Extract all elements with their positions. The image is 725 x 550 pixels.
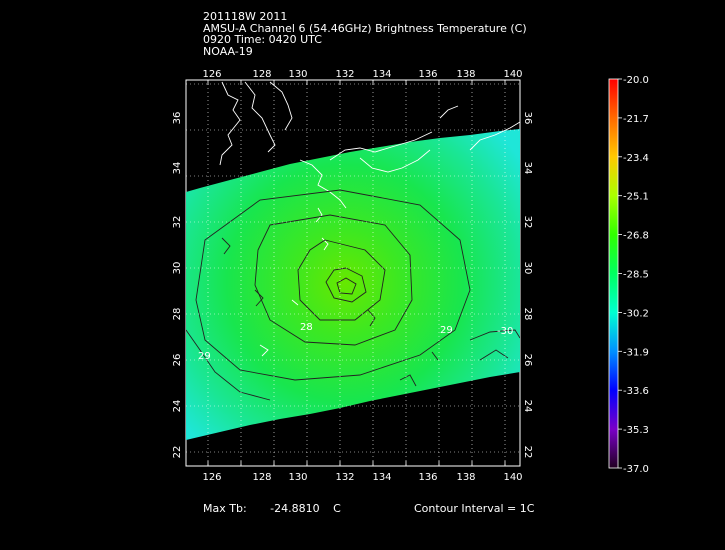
lat-label-22-left: 22 [172, 446, 183, 459]
lat-label-28-left: 28 [172, 308, 183, 321]
colorbar [608, 78, 619, 469]
colorbar-label-7: -31.9 [623, 347, 649, 358]
satellite-title: NOAA-19 [203, 44, 253, 58]
lat-label-30-left: 30 [172, 262, 183, 275]
lat-label-24-right: 24 [522, 400, 533, 413]
lat-label-28-right: 28 [522, 308, 533, 321]
lon-labels-top: 126 128 130 132 134 136 138 140 [202, 69, 522, 80]
storm-id-title: 201118W 2011 [203, 10, 288, 23]
lon-label-134-bottom: 134 [372, 472, 391, 483]
lat-label-34-left: 34 [172, 162, 183, 175]
colorbar-label-1: -21.7 [623, 114, 649, 125]
product-header: 201118W 2011 AMSU-A Channel 6 (54.46GHz)… [203, 11, 527, 57]
contour-interval-label: Contour Interval = 1C [414, 502, 535, 515]
lon-label-130-top: 130 [288, 69, 307, 80]
lon-label-140-top: 140 [503, 69, 522, 80]
colorbar-label-6: -30.2 [623, 308, 649, 319]
satellite-swath [186, 129, 520, 440]
lat-lon-grid [186, 80, 520, 466]
lon-label-140-bottom: 140 [503, 472, 522, 483]
lon-label-134-top: 134 [372, 69, 391, 80]
colorbar-label-2: -23.4 [623, 153, 649, 164]
max-tb-readout: Max Tb: -24.8810 C [203, 502, 341, 515]
colorbar-label-0: -20.0 [623, 75, 649, 86]
colorbar-label-9: -35.3 [623, 425, 649, 436]
contour-lines [186, 189, 520, 401]
channel-title: AMSU-A Channel 6 (54.46GHz) Brightness T… [203, 21, 527, 35]
lat-label-26-right: 26 [522, 354, 533, 367]
lat-label-30-right: 30 [522, 262, 533, 275]
lat-label-32-right: 32 [522, 216, 533, 229]
lon-label-136-top: 136 [418, 69, 437, 80]
frame-ticks [207, 80, 506, 466]
lon-label-138-top: 138 [456, 69, 475, 80]
colorbar-label-3: -25.1 [623, 192, 649, 203]
lat-label-36-right: 36 [522, 112, 533, 125]
lon-label-136-bottom: 136 [418, 472, 437, 483]
colorbar-label-5: -28.5 [623, 270, 649, 281]
colorbar-labels: -20.0 -21.7 -23.4 -25.1 -26.8 -28.5 -30.… [623, 75, 649, 475]
lat-label-32-left: 32 [172, 216, 183, 229]
lon-label-126-top: 126 [202, 69, 221, 80]
time-title: 0920 Time: 0420 UTC [203, 33, 322, 46]
contour-label-29-east: 29 [440, 325, 453, 336]
lon-label-132-bottom: 132 [335, 472, 354, 483]
lon-label-130-bottom: 130 [288, 472, 307, 483]
max-tb-value: -24.8810 [270, 502, 320, 515]
contour-label-minus30: -30 [497, 326, 513, 337]
max-tb-label: Max Tb: [203, 502, 247, 515]
lat-label-22-right: 22 [522, 446, 533, 459]
colorbar-label-10: -37.0 [623, 464, 649, 475]
colorbar-label-4: -26.8 [623, 231, 649, 242]
contour-label-28: 28 [300, 322, 313, 333]
lon-labels-bottom: 126 128 130 132 134 136 138 140 [202, 472, 522, 483]
lon-label-126-bottom: 126 [202, 472, 221, 483]
colorbar-ticks [618, 78, 622, 469]
lon-label-138-bottom: 138 [456, 472, 475, 483]
contour-label-29-west: 29 [198, 351, 211, 362]
max-tb-unit: C [333, 502, 341, 515]
lon-label-132-top: 132 [335, 69, 354, 80]
colorbar-label-8: -33.6 [623, 386, 649, 397]
lat-label-26-left: 26 [172, 354, 183, 367]
lat-label-36-left: 36 [172, 112, 183, 125]
lon-label-128-bottom: 128 [252, 472, 271, 483]
lat-label-34-right: 34 [522, 162, 533, 175]
lat-labels-left: 22 24 26 28 30 32 34 36 [172, 112, 183, 459]
lat-label-24-left: 24 [172, 400, 183, 413]
lon-label-128-top: 128 [252, 69, 271, 80]
lat-labels-right: 22 24 26 28 30 32 34 36 [522, 112, 533, 459]
